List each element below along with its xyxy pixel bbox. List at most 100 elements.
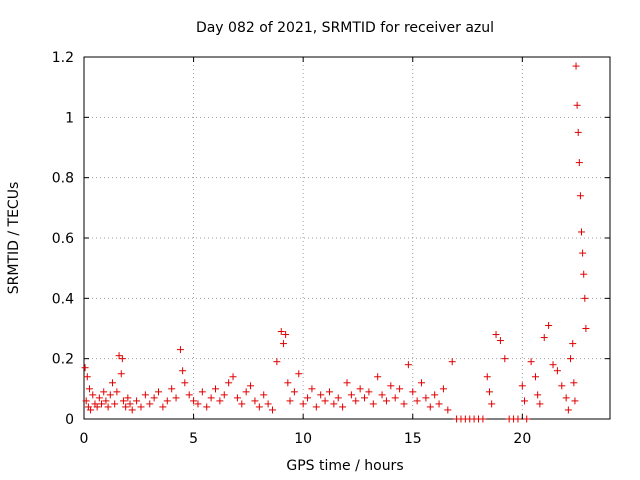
data-point <box>325 388 333 396</box>
data-point <box>238 400 246 408</box>
data-point <box>431 391 439 399</box>
y-tick-label: 0.8 <box>52 171 74 187</box>
data-point <box>216 397 224 405</box>
data-point <box>102 397 110 405</box>
data-point <box>93 403 101 411</box>
data-point <box>89 391 97 399</box>
data-point <box>369 400 377 408</box>
data-series <box>81 62 590 423</box>
data-point <box>122 403 130 411</box>
data-point <box>106 391 114 399</box>
data-point <box>413 397 421 405</box>
data-point <box>361 394 369 402</box>
data-point <box>83 373 91 381</box>
data-point <box>339 403 347 411</box>
y-tick-label: 1 <box>65 110 74 126</box>
data-point <box>85 385 93 393</box>
data-point <box>569 340 577 348</box>
data-point <box>343 379 351 387</box>
data-point <box>582 325 590 332</box>
data-point <box>382 397 390 405</box>
x-tick-label: 0 <box>80 431 89 447</box>
data-point <box>485 388 493 396</box>
data-point <box>404 361 412 369</box>
data-point <box>527 358 535 366</box>
data-point <box>179 367 187 375</box>
data-point <box>330 400 338 408</box>
data-point <box>111 400 119 408</box>
data-point <box>181 379 189 387</box>
data-point <box>98 400 106 408</box>
data-point <box>163 397 171 405</box>
y-tick-label: 0.6 <box>52 231 74 247</box>
data-point <box>137 403 145 411</box>
data-point <box>168 385 176 393</box>
data-point <box>576 192 584 200</box>
data-point <box>225 379 233 387</box>
x-axis-label: GPS time / hours <box>286 458 403 474</box>
data-point <box>352 397 360 405</box>
data-point <box>308 385 316 393</box>
grid-lines <box>84 57 610 419</box>
data-point <box>391 394 399 402</box>
data-point <box>572 62 580 70</box>
data-point <box>356 385 364 393</box>
data-point <box>279 340 287 348</box>
data-point <box>564 406 572 414</box>
data-point <box>439 385 447 393</box>
data-point <box>573 101 581 109</box>
data-point <box>295 370 303 378</box>
data-point <box>378 391 386 399</box>
data-point <box>100 388 108 396</box>
data-point <box>277 328 285 336</box>
data-point <box>581 294 589 302</box>
data-point <box>113 388 121 396</box>
data-point <box>207 394 215 402</box>
data-point <box>220 391 228 399</box>
data-point <box>570 379 578 387</box>
data-point <box>126 400 134 408</box>
data-point <box>545 321 553 329</box>
data-point <box>124 394 132 402</box>
data-point <box>190 397 198 405</box>
data-point <box>479 415 487 423</box>
data-point <box>133 397 141 405</box>
data-point <box>104 403 112 411</box>
data-point <box>574 128 582 136</box>
data-point <box>531 373 539 381</box>
data-point <box>242 388 250 396</box>
data-point <box>304 394 312 402</box>
data-point <box>496 337 504 345</box>
data-point <box>540 334 548 342</box>
y-axis-label: SRMTID / TECUs <box>6 182 22 295</box>
data-point <box>444 406 452 414</box>
y-tick-label: 0.4 <box>52 291 74 307</box>
x-tick-label: 5 <box>189 431 198 447</box>
data-point <box>580 270 588 278</box>
data-point <box>483 373 491 381</box>
data-point <box>81 364 89 372</box>
data-point <box>501 355 509 363</box>
data-point <box>553 367 561 375</box>
data-point <box>229 373 237 381</box>
data-point <box>492 331 500 339</box>
x-tick-label: 10 <box>294 431 312 447</box>
data-point <box>185 391 193 399</box>
data-point <box>578 228 586 236</box>
data-point <box>159 403 167 411</box>
data-point <box>400 400 408 408</box>
data-point <box>273 358 281 366</box>
data-point <box>562 394 570 402</box>
data-point <box>347 391 355 399</box>
data-point <box>571 397 579 405</box>
data-point <box>117 370 125 378</box>
data-point <box>247 382 255 390</box>
data-point <box>575 159 583 167</box>
data-point <box>198 388 206 396</box>
data-point <box>260 391 268 399</box>
data-point <box>172 394 180 402</box>
data-point <box>212 385 219 393</box>
data-point <box>317 391 325 399</box>
chart-title: Day 082 of 2021, SRMTID for receiver azu… <box>196 20 494 36</box>
